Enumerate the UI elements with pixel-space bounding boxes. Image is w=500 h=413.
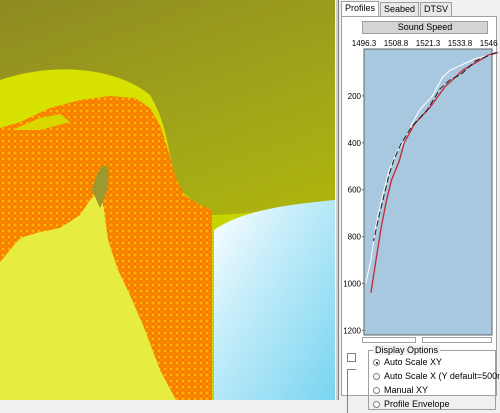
scroll-strip[interactable] bbox=[362, 337, 492, 343]
island bbox=[92, 165, 109, 208]
strip-left[interactable] bbox=[362, 337, 416, 343]
tab-strip: Profiles Seabed DTSV bbox=[341, 1, 453, 18]
option-checkbox[interactable] bbox=[347, 353, 356, 362]
tab-profiles[interactable]: Profiles bbox=[341, 1, 380, 18]
deep-water bbox=[214, 200, 335, 400]
radio-off-icon bbox=[373, 373, 380, 380]
sound-speed-profile-chart[interactable]: 1496.3 1508.8 1521.3 1533.8 1546.3 200 400 600… bbox=[342, 37, 498, 337]
option-profile-envelope[interactable]: Profile Envelope bbox=[373, 399, 450, 409]
x-tick-label: 1533.8 bbox=[448, 39, 473, 48]
option-auto-scale-xy[interactable]: Auto Scale XY bbox=[373, 357, 442, 367]
panel-splitter[interactable] bbox=[335, 0, 339, 400]
x-tick-label: 1496.3 bbox=[352, 39, 377, 48]
x-tick-label: 1521.3 bbox=[416, 39, 441, 48]
display-options-title: Display Options bbox=[373, 345, 441, 355]
radio-off-icon bbox=[373, 401, 380, 408]
y-tick-label: 1000 bbox=[343, 279, 361, 288]
x-tick-label: 1546.3 bbox=[480, 39, 498, 48]
profile-series-line bbox=[373, 52, 497, 242]
strip-right[interactable] bbox=[422, 337, 492, 343]
radio-off-icon bbox=[373, 387, 380, 394]
sound-speed-title: Sound Speed bbox=[362, 21, 488, 34]
profiles-tab-body: Sound Speed 1496.3 1508.8 1521.3 1533.8 1546… bbox=[341, 16, 500, 413]
option-auto-scale-x[interactable]: Auto Scale X (Y default=500m) bbox=[373, 371, 500, 381]
x-tick-label: 1508.8 bbox=[384, 39, 409, 48]
radio-on-icon bbox=[373, 359, 380, 366]
inlet bbox=[12, 114, 70, 130]
y-tick-label: 1200 bbox=[343, 326, 361, 335]
y-tick-label: 200 bbox=[348, 92, 362, 101]
side-panel: Profiles Seabed DTSV Sound Speed 1496.3 1… bbox=[339, 0, 500, 413]
tab-seabed[interactable]: Seabed bbox=[380, 2, 420, 17]
option-frame bbox=[347, 369, 356, 413]
plot-area bbox=[363, 48, 493, 336]
bathymetry-map[interactable] bbox=[0, 0, 335, 400]
option-manual-xy[interactable]: Manual XY bbox=[373, 385, 428, 395]
display-options-group: Display Options Auto Scale XY Auto Scale… bbox=[368, 345, 500, 410]
tab-dtsv[interactable]: DTSV bbox=[420, 2, 453, 17]
profile-series-line bbox=[370, 51, 498, 293]
y-tick-label: 400 bbox=[348, 139, 362, 148]
y-tick-label: 800 bbox=[348, 233, 362, 242]
sample-grid bbox=[0, 96, 212, 400]
y-tick-label: 600 bbox=[348, 186, 362, 195]
